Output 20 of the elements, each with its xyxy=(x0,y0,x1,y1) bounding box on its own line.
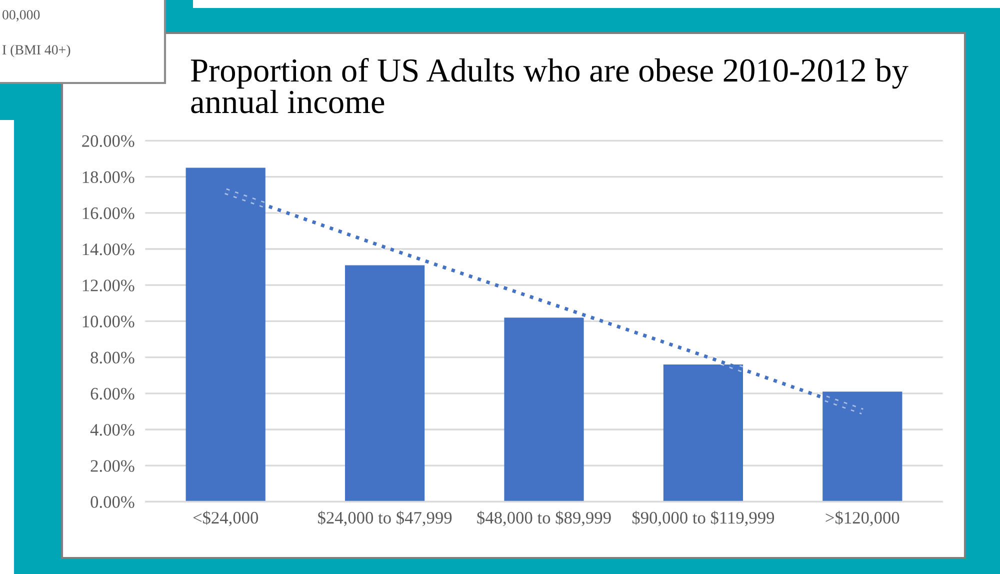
y-tick-label: 14.00% xyxy=(82,243,134,256)
y-tick-label: 10.00% xyxy=(82,316,134,328)
y-tick-label: 20.00% xyxy=(82,135,134,147)
text: 00,000 xyxy=(2,10,40,22)
x-tick-label: <$24,000 xyxy=(193,510,258,526)
chart-title: Proportion of US Adults who are obese 2010-2012 by annual income xyxy=(190,58,908,114)
x-tick-label: $90,000 to $119,999 xyxy=(632,510,774,526)
text: I (BMI 40+) xyxy=(2,44,70,58)
bar xyxy=(345,265,425,502)
y-tick-label: 0.00% xyxy=(90,496,134,508)
y-tick-label: 2.00% xyxy=(90,460,134,472)
y-tick-label: 8.00% xyxy=(90,352,134,364)
y-tick-label: 16.00% xyxy=(82,207,134,220)
y-tick-label: 12.00% xyxy=(82,280,134,292)
y-tick-label: 6.00% xyxy=(90,388,134,400)
x-tick-label: $48,000 to $89,999 xyxy=(477,510,611,526)
x-tick-label: >$120,000 xyxy=(826,510,900,526)
y-tick-label: 4.00% xyxy=(90,424,134,436)
x-tick-label: $24,000 to $47,999 xyxy=(318,510,452,526)
y-tick-label: 18.00% xyxy=(82,171,134,184)
